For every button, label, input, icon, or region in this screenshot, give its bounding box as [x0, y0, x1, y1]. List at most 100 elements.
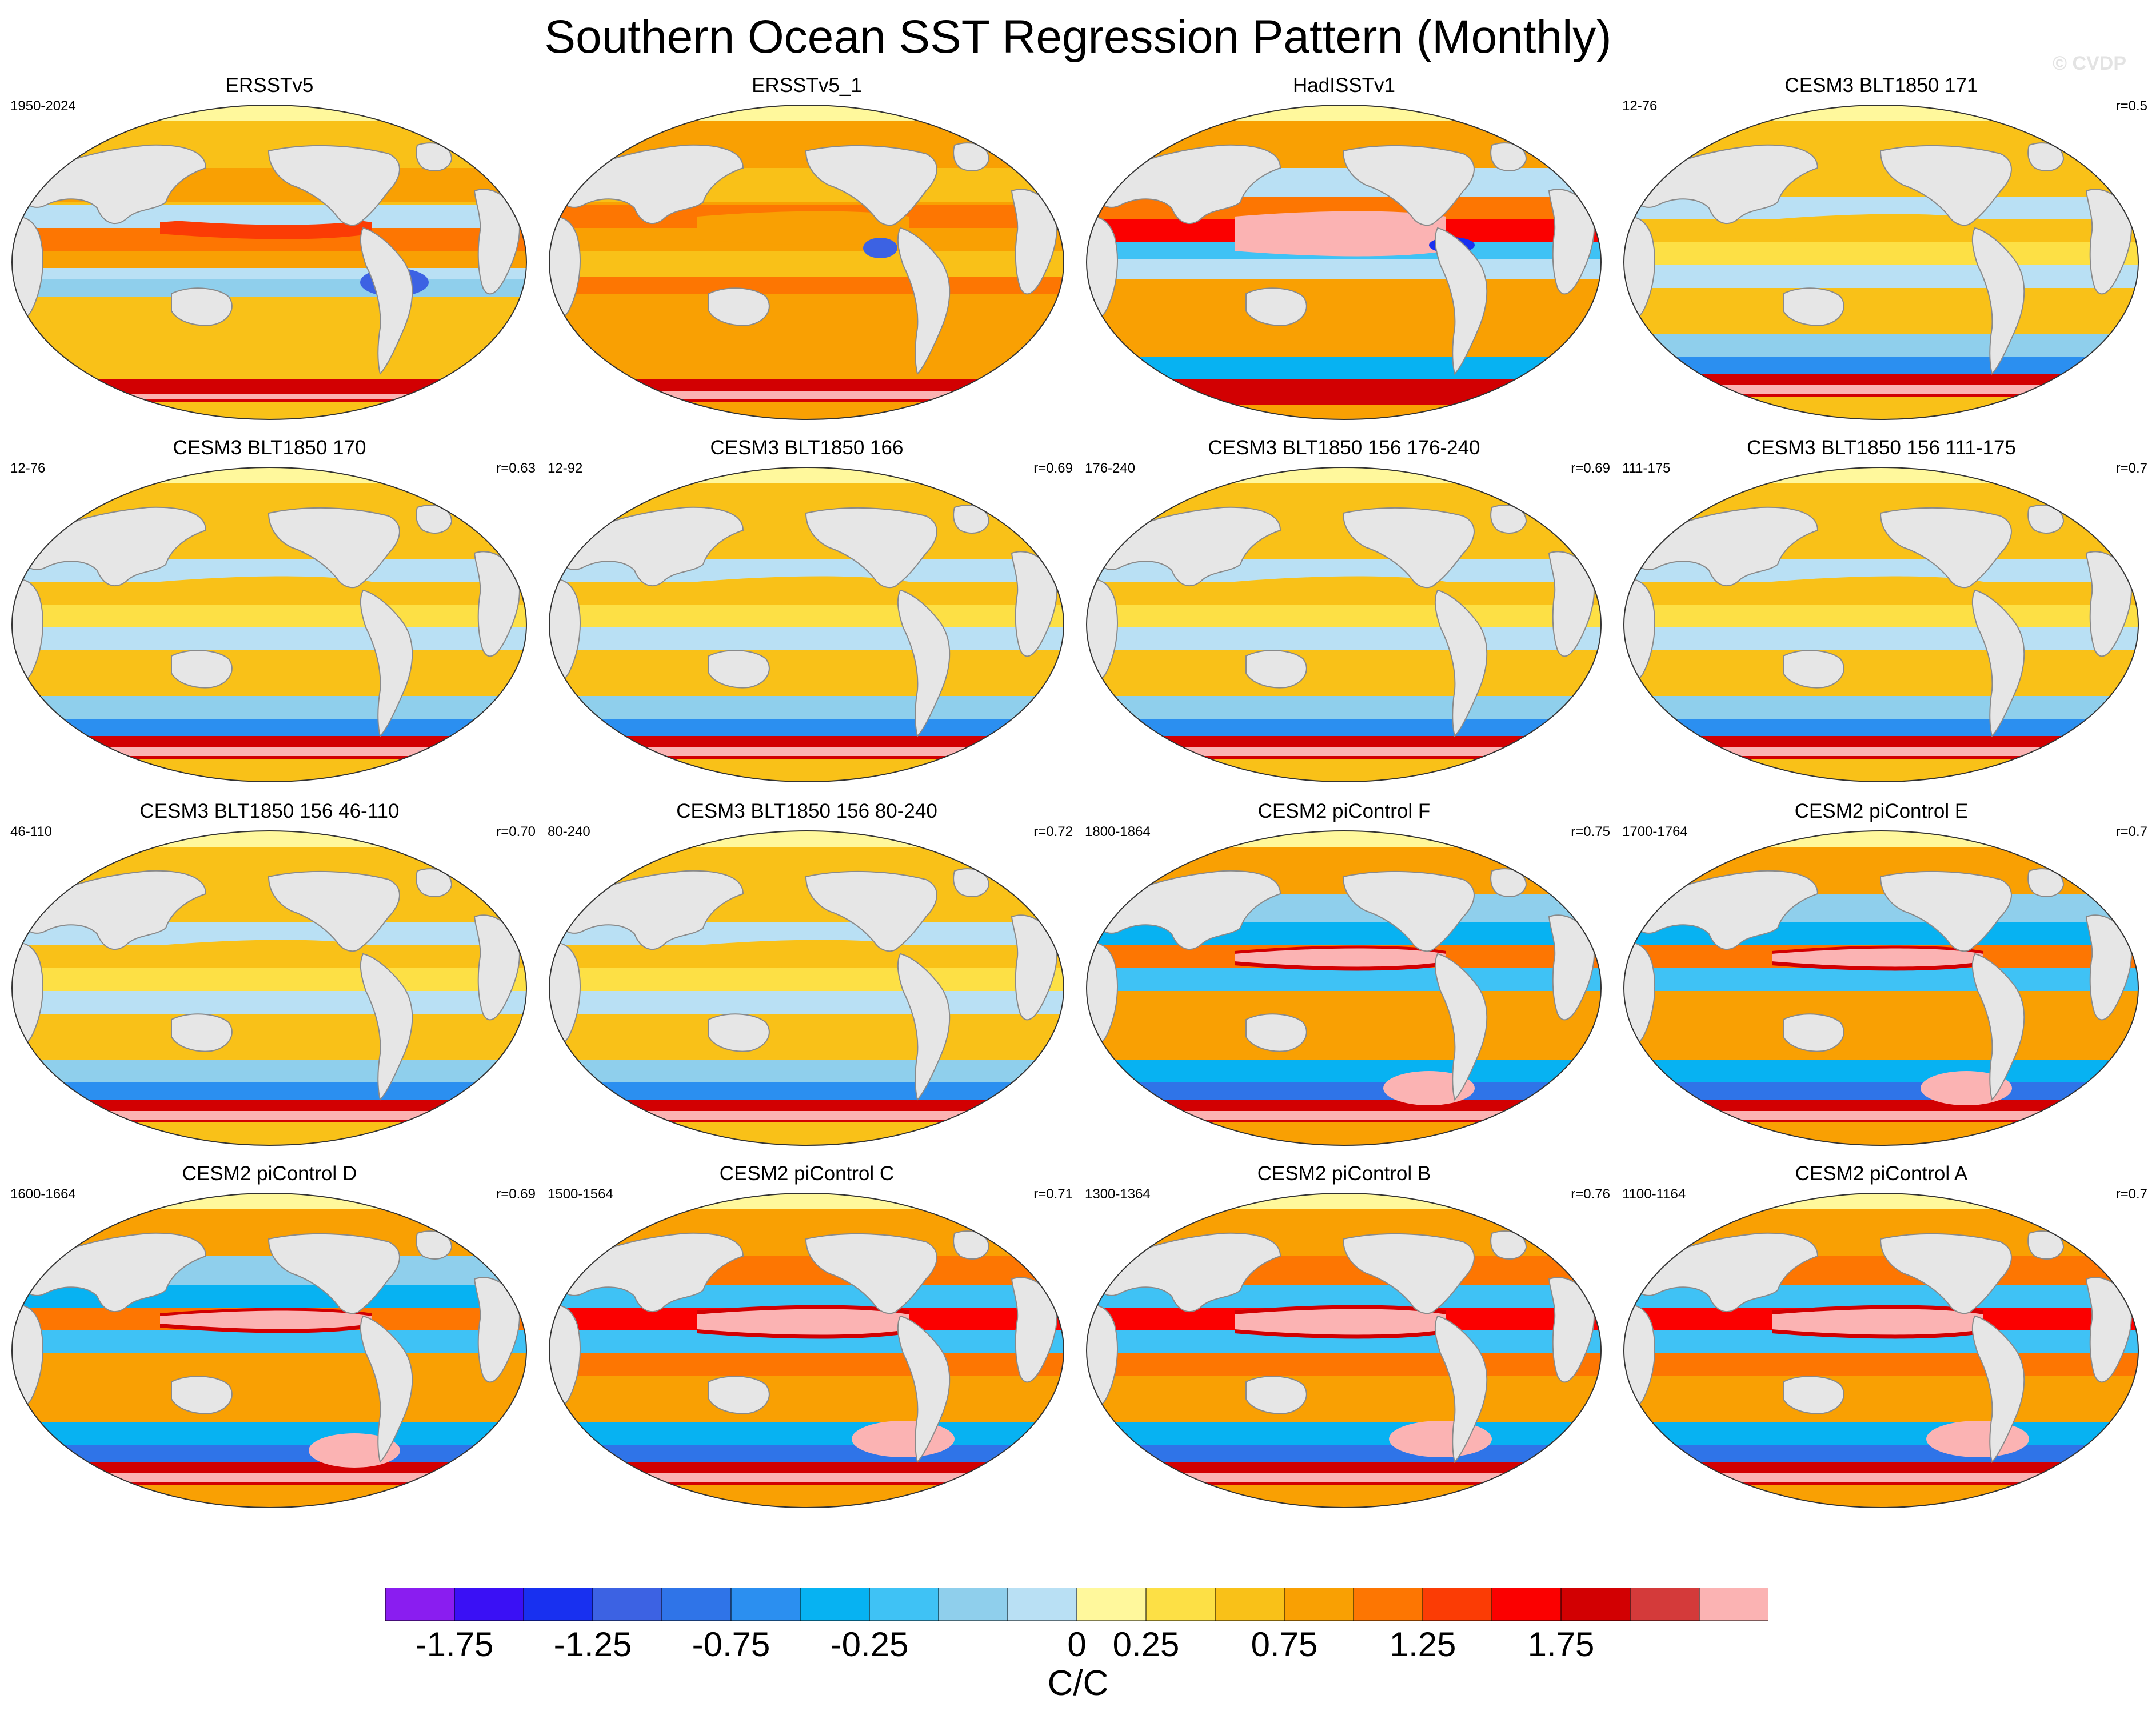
panel-correlation-label: r=0.76: [1571, 1186, 1610, 1202]
panel-title: CESM2 piControl C: [719, 1162, 895, 1185]
panel-correlation-label: r=0.7: [2115, 1186, 2147, 1202]
panel-title: CESM3 BLT1850 171: [1784, 74, 1978, 97]
panel-title: CESM2 piControl B: [1257, 1162, 1431, 1185]
colorbar-swatch: [1353, 1588, 1423, 1621]
map-panel: CESM3 BLT1850 170 12-76 r=0.63: [0, 437, 539, 802]
colorbar-tick-label: -0.25: [830, 1625, 909, 1664]
colorbar-tick-label: 1.25: [1389, 1625, 1456, 1664]
panel-years-label: 12-76: [1622, 98, 1658, 114]
panel-title: CESM2 piControl E: [1794, 800, 1969, 822]
regression-map: [549, 467, 1064, 782]
regression-map: [11, 467, 527, 782]
colorbar: [385, 1588, 1768, 1621]
regression-map: [11, 105, 527, 420]
regression-map: [549, 1193, 1064, 1508]
map-panel: CESM3 BLT1850 156 46-110 46-110 r=0.70: [0, 800, 539, 1166]
regression-map: [11, 830, 527, 1146]
colorbar-swatch: [869, 1588, 939, 1621]
panel-title: HadISSTv1: [1293, 74, 1395, 97]
panel-correlation-label: r=0.69: [1033, 461, 1073, 476]
colorbar-tick-label: -1.25: [553, 1625, 632, 1664]
panel-title: CESM2 piControl A: [1795, 1162, 1968, 1185]
colorbar-swatch: [1145, 1588, 1216, 1621]
colorbar-swatch: [454, 1588, 524, 1621]
credit-watermark: © CVDP: [2053, 53, 2126, 74]
panel-years-label: 1100-1164: [1622, 1186, 1686, 1202]
panel-years-label: 1700-1764: [1622, 824, 1688, 839]
panel-years-label: 111-175: [1622, 461, 1671, 476]
colorbar-swatch: [1284, 1588, 1354, 1621]
panel-title: CESM3 BLT1850 156 111-175: [1747, 437, 2016, 459]
regression-map: [11, 1193, 527, 1508]
map-panel: CESM3 BLT1850 166 12-92 r=0.69: [537, 437, 1076, 802]
panel-correlation-label: r=0.7: [2115, 824, 2147, 839]
panel-years-label: 80-240: [548, 824, 590, 839]
colorbar-tick-label: 0.25: [1112, 1625, 1180, 1664]
colorbar-swatch: [385, 1588, 455, 1621]
colorbar-swatch: [1630, 1588, 1700, 1621]
panel-years-label: 1300-1364: [1085, 1186, 1151, 1202]
map-panel: ERSSTv5 1950-2024: [0, 74, 539, 440]
panel-years-label: 46-110: [10, 824, 52, 839]
map-panel: CESM3 BLT1850 156 176-240 176-240 r=0.69: [1075, 437, 1614, 802]
regression-map: [1086, 105, 1602, 420]
regression-map: [1086, 1193, 1602, 1508]
regression-map: [549, 105, 1064, 420]
colorbar-tick-label: 0: [1067, 1625, 1087, 1664]
colorbar-tick-label: 1.75: [1527, 1625, 1595, 1664]
panel-title: CESM3 BLT1850 156 176-240: [1208, 437, 1480, 459]
colorbar-tick-label: -0.75: [692, 1625, 770, 1664]
panel-years-label: 12-92: [548, 461, 583, 476]
map-panel: CESM2 piControl A 1100-1164 r=0.7: [1612, 1162, 2151, 1528]
map-panel: CESM2 piControl D 1600-1664 r=0.69: [0, 1162, 539, 1528]
colorbar-swatch: [1560, 1588, 1631, 1621]
colorbar-swatch: [800, 1588, 870, 1621]
colorbar-swatch: [1215, 1588, 1285, 1621]
panel-years-label: 176-240: [1085, 461, 1136, 476]
panel-correlation-label: r=0.7: [2115, 461, 2147, 476]
panel-title: CESM3 BLT1850 156 46-110: [139, 800, 400, 822]
regression-map: [1623, 467, 2139, 782]
panel-title: CESM2 piControl D: [182, 1162, 357, 1185]
panel-title: CESM3 BLT1850 156 80-240: [676, 800, 937, 822]
panel-title: CESM2 piControl F: [1257, 800, 1431, 822]
panel-correlation-label: r=0.70: [496, 824, 536, 839]
regression-map: [549, 830, 1064, 1146]
page-title: Southern Ocean SST Regression Pattern (M…: [544, 11, 1612, 63]
colorbar-swatch: [1699, 1588, 1768, 1621]
panel-correlation-label: r=0.71: [1033, 1186, 1073, 1202]
regression-map: [1086, 467, 1602, 782]
colorbar-swatch: [1076, 1588, 1147, 1621]
colorbar-tick-label: -1.75: [415, 1625, 494, 1664]
colorbar-swatch: [661, 1588, 732, 1621]
map-panel: HadISSTv1: [1075, 74, 1614, 440]
colorbar-swatch: [1491, 1588, 1562, 1621]
panel-years-label: 1600-1664: [10, 1186, 76, 1202]
map-panel: CESM2 piControl E 1700-1764 r=0.7: [1612, 800, 2151, 1166]
colorbar-swatch: [730, 1588, 801, 1621]
panel-title: ERSSTv5_1: [752, 74, 862, 97]
panel-correlation-label: r=0.63: [496, 461, 536, 476]
panel-title: ERSSTv5: [225, 74, 314, 97]
map-panel: CESM2 piControl C 1500-1564 r=0.71: [537, 1162, 1076, 1528]
panel-title: CESM3 BLT1850 170: [173, 437, 366, 459]
panel-years-label: 1950-2024: [10, 98, 76, 114]
colorbar-tick-label: 0.75: [1251, 1625, 1318, 1664]
panel-correlation-label: r=0.75: [1571, 824, 1610, 839]
panel-years-label: 12-76: [10, 461, 46, 476]
map-panel: CESM3 BLT1850 171 12-76 r=0.5: [1612, 74, 2151, 440]
map-panel: CESM3 BLT1850 156 111-175 111-175 r=0.7: [1612, 437, 2151, 802]
panel-correlation-label: r=0.69: [1571, 461, 1610, 476]
regression-map: [1623, 105, 2139, 420]
colorbar-swatch: [1007, 1588, 1077, 1621]
colorbar-swatch: [938, 1588, 1008, 1621]
regression-map: [1086, 830, 1602, 1146]
map-panel: CESM3 BLT1850 156 80-240 80-240 r=0.72: [537, 800, 1076, 1166]
colorbar-swatch: [523, 1588, 593, 1621]
colorbar-swatch: [592, 1588, 662, 1621]
panel-correlation-label: r=0.69: [496, 1186, 536, 1202]
map-panel: CESM2 piControl B 1300-1364 r=0.76: [1075, 1162, 1614, 1528]
panel-years-label: 1500-1564: [548, 1186, 613, 1202]
panel-correlation-label: r=0.72: [1033, 824, 1073, 839]
panel-title: CESM3 BLT1850 166: [710, 437, 904, 459]
